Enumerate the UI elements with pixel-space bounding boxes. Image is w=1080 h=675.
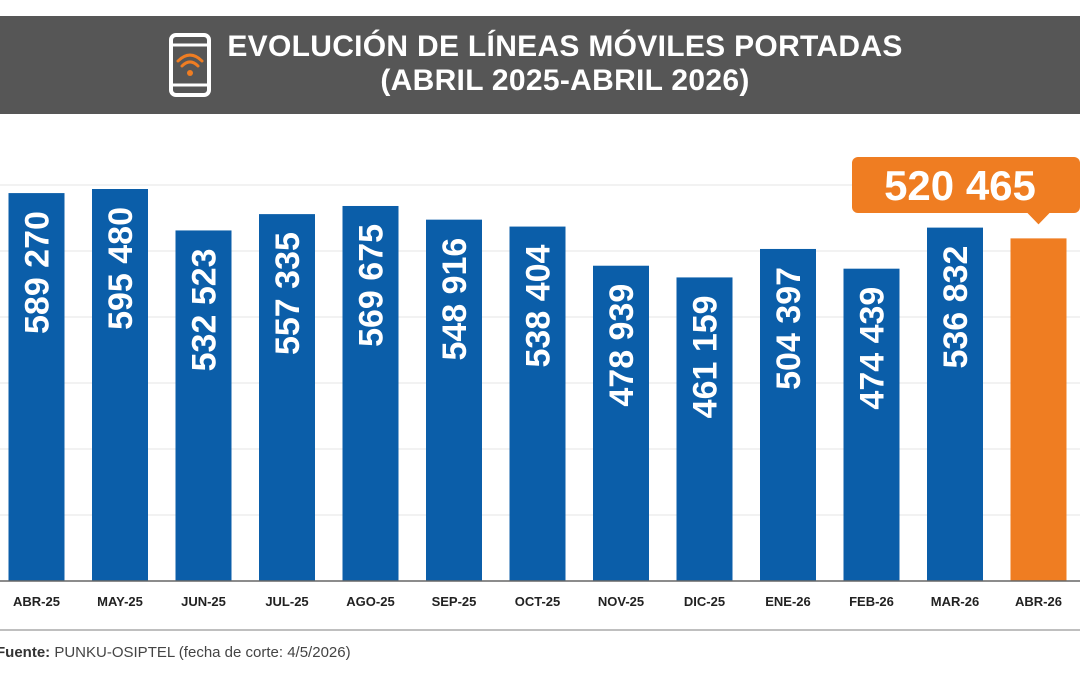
bar xyxy=(342,205,399,581)
bar-value-label: 474 439 xyxy=(854,287,892,410)
callout-box xyxy=(852,157,1080,213)
x-tick-label: JUN-25 xyxy=(181,594,226,609)
bar-value-label: 532 523 xyxy=(186,248,224,371)
bar-value-label: 536 832 xyxy=(937,246,975,369)
bar-value-label: 569 675 xyxy=(353,224,391,347)
bar-value-label: 504 397 xyxy=(770,267,808,390)
callout-value-label: 520 465 xyxy=(884,162,1036,209)
x-tick-label: SEP-25 xyxy=(432,594,477,609)
x-tick-label: ABR-25 xyxy=(13,594,60,609)
source-text: PUNKU-OSIPTEL (fecha de corte: 4/5/2026) xyxy=(54,644,351,661)
x-tick-label: MAY-25 xyxy=(97,594,143,609)
bar-value-label: 557 335 xyxy=(269,232,307,355)
x-tick-label: JUL-25 xyxy=(265,594,308,609)
bar-value-label: 478 939 xyxy=(603,284,641,407)
x-tick-label: FEB-26 xyxy=(849,594,894,609)
source-label: Fuente: xyxy=(0,644,51,661)
source-note: Fuente: PUNKU-OSIPTEL (fecha de corte: 4… xyxy=(0,644,351,661)
bar xyxy=(509,226,566,582)
smartphone-wifi-icon xyxy=(169,33,211,97)
x-tick-label: ENE-26 xyxy=(765,594,811,609)
bar xyxy=(927,227,983,581)
bar-value-label: 548 916 xyxy=(436,238,474,361)
bar xyxy=(843,268,900,581)
bar-chart: 589 270 ABR-25 595 480 MAY-25 532 523 JUN-25 5… xyxy=(0,157,1080,631)
chart-title-line-2: (ABRIL 2025-ABRIL 2026) xyxy=(380,64,750,97)
x-tick-label: DIC-25 xyxy=(684,594,725,609)
x-tick-label: OCT-25 xyxy=(515,594,561,609)
bar-value-label: 595 480 xyxy=(102,207,140,330)
bar xyxy=(760,248,816,581)
x-tick-label: MAR-26 xyxy=(931,594,979,609)
callout-pointer xyxy=(1026,212,1051,225)
bar-value-label: 538 404 xyxy=(520,244,558,367)
bar xyxy=(175,230,232,581)
x-tick-label: AGO-25 xyxy=(346,594,394,609)
bar xyxy=(8,193,65,581)
bar xyxy=(426,219,482,582)
bar xyxy=(259,214,315,581)
bar-value-label: 461 159 xyxy=(687,295,725,418)
chart-header xyxy=(0,16,1080,114)
bar xyxy=(92,189,148,581)
x-tick-label: ABR-26 xyxy=(1015,594,1062,609)
bar xyxy=(676,277,733,581)
bar-value-label: 589 270 xyxy=(19,211,57,334)
x-tick-label: NOV-25 xyxy=(598,594,644,609)
chart-title: EVOLUCIÓN DE LÍNEAS MÓVILES PORTADAS (AB… xyxy=(220,30,910,98)
bar xyxy=(593,265,649,581)
bar xyxy=(1010,238,1067,581)
chart-title-line-1: EVOLUCIÓN DE LÍNEAS MÓVILES PORTADAS xyxy=(227,30,903,63)
